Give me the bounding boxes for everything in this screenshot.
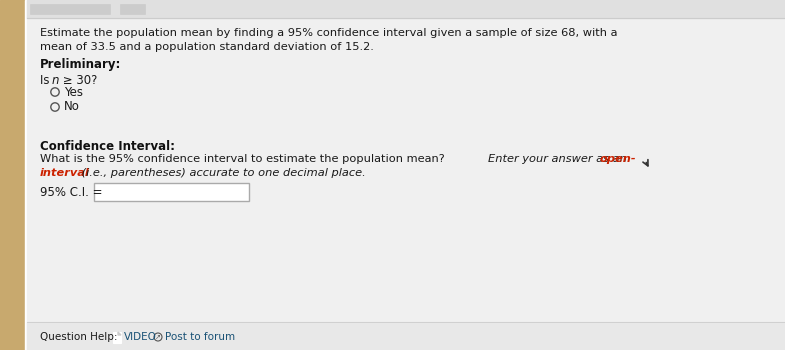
- FancyBboxPatch shape: [94, 183, 249, 201]
- Text: Preliminary:: Preliminary:: [40, 58, 122, 71]
- Text: No: No: [64, 100, 80, 113]
- Bar: [30, 4, 110, 14]
- Bar: [25, 0, 27, 350]
- Text: open-: open-: [600, 154, 637, 164]
- Text: Post to forum: Post to forum: [165, 332, 236, 342]
- Text: Enter your answer as an: Enter your answer as an: [488, 154, 630, 164]
- Text: Is: Is: [40, 74, 53, 87]
- Text: Estimate the population mean by finding a 95% confidence interval given a sample: Estimate the population mean by finding …: [40, 28, 618, 38]
- Text: ≥ 30?: ≥ 30?: [59, 74, 97, 87]
- Text: Question Help:: Question Help:: [40, 332, 118, 342]
- Text: What is the 95% confidence interval to estimate the population mean?: What is the 95% confidence interval to e…: [40, 154, 448, 164]
- Bar: [27, 0, 785, 18]
- Text: n: n: [52, 74, 60, 87]
- Text: mean of 33.5 and a population standard deviation of 15.2.: mean of 33.5 and a population standard d…: [40, 42, 374, 52]
- Bar: [120, 4, 145, 14]
- Text: Yes: Yes: [64, 85, 83, 98]
- Text: ↗: ↗: [155, 334, 161, 340]
- Text: VIDEO: VIDEO: [124, 332, 157, 342]
- Text: interval: interval: [40, 168, 89, 178]
- Polygon shape: [118, 332, 121, 335]
- Bar: [27, 322, 785, 350]
- Text: 95% C.I. =: 95% C.I. =: [40, 186, 103, 198]
- Text: Confidence Interval:: Confidence Interval:: [40, 140, 175, 153]
- Bar: [113, 332, 121, 343]
- Text: (i.e., parentheses) accurate to one decimal place.: (i.e., parentheses) accurate to one deci…: [78, 168, 366, 178]
- Bar: [0, 0, 25, 350]
